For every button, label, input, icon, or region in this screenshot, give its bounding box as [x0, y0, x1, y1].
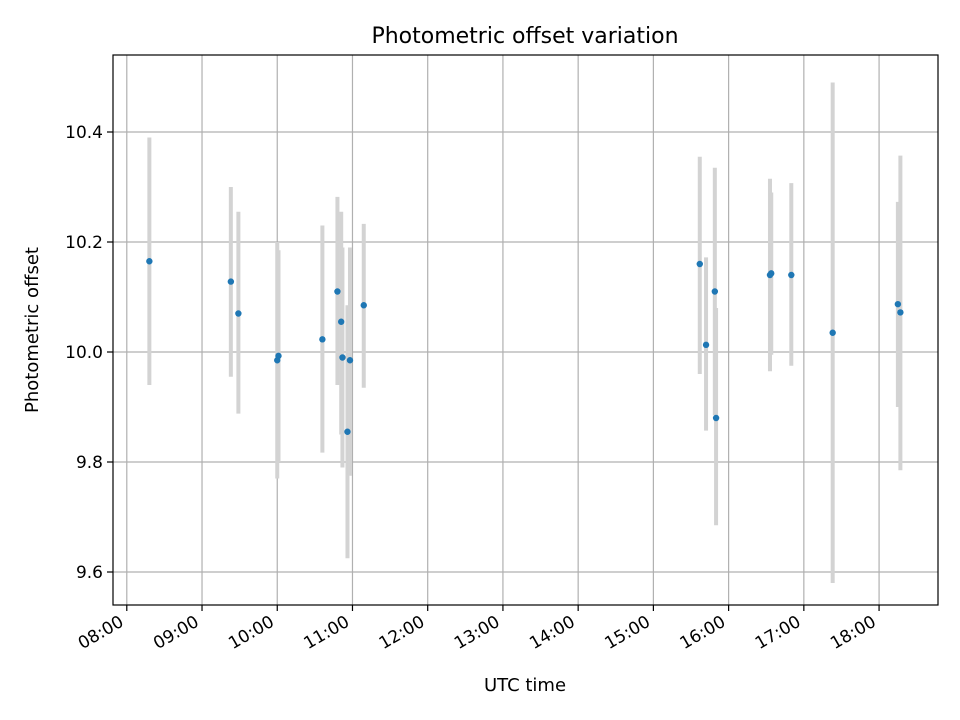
y-axis-ticks: 9.6 9.8 10.0 10.2 10.4	[65, 123, 113, 583]
grid-lines	[113, 55, 938, 605]
x-tick-label: 18:00	[827, 612, 879, 654]
data-point	[696, 260, 703, 268]
x-tick-label: 08:00	[75, 612, 127, 654]
data-point	[275, 352, 282, 360]
x-tick-label: 14:00	[526, 612, 578, 654]
chart-title: Photometric offset variation	[371, 24, 678, 49]
data-point	[346, 357, 354, 364]
x-tick-label: 13:00	[451, 612, 503, 654]
data-point	[339, 354, 346, 361]
data-point	[711, 288, 719, 295]
data-point	[894, 300, 902, 308]
x-tick-label: 11:00	[301, 612, 353, 654]
error-bars	[147, 82, 903, 583]
plot-frame	[112, 54, 939, 606]
data-point	[334, 288, 341, 295]
data-point	[712, 414, 720, 422]
y-axis-label: Photometric offset	[22, 247, 43, 413]
x-tick-label: 15:00	[601, 612, 653, 654]
data-point	[360, 302, 367, 309]
data-point	[768, 270, 775, 277]
x-tick-label: 12:00	[376, 612, 428, 654]
y-tick-label: 9.8	[76, 453, 103, 473]
data-point	[337, 318, 345, 325]
y-tick-label: 10.2	[65, 233, 103, 253]
y-tick-label: 10.0	[65, 343, 103, 363]
y-tick-label: 9.6	[76, 563, 103, 583]
data-point	[344, 428, 351, 435]
data-point	[897, 309, 904, 316]
x-tick-label: 10:00	[225, 612, 277, 654]
data-point	[702, 341, 710, 349]
x-tick-label: 09:00	[150, 612, 202, 654]
data-points	[146, 258, 904, 435]
x-axis-label: UTC time	[484, 675, 566, 696]
data-point	[146, 258, 153, 265]
x-tick-label: 16:00	[677, 612, 729, 654]
x-tick-label: 17:00	[752, 612, 804, 654]
data-point	[829, 329, 836, 336]
x-axis-ticks: 08:00 09:00 10:00 11:00 12:00 13:00 14:00 15:00…	[75, 605, 880, 654]
data-point	[319, 336, 326, 343]
y-tick-label: 10.4	[65, 123, 103, 143]
data-point	[235, 310, 242, 317]
data-point	[227, 278, 235, 285]
data-point	[788, 271, 795, 279]
